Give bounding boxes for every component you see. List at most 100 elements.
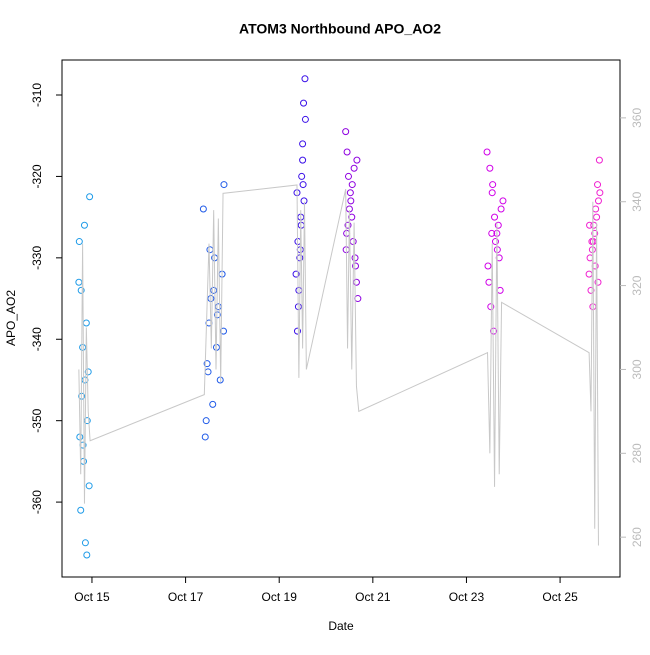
x-tick-label: Oct 23 xyxy=(449,590,485,604)
y-tick-label: -330 xyxy=(30,246,44,270)
point xyxy=(298,172,306,180)
point xyxy=(487,303,495,311)
point xyxy=(85,482,93,490)
point xyxy=(299,156,307,164)
point xyxy=(497,205,505,213)
x-tick-label: Oct 15 xyxy=(74,590,110,604)
point xyxy=(352,278,360,286)
y2-tick-label: 300 xyxy=(630,359,644,379)
point xyxy=(77,506,85,514)
point xyxy=(488,189,496,197)
point xyxy=(587,286,595,294)
point xyxy=(485,278,493,286)
point xyxy=(496,286,504,294)
y-tick-label: -350 xyxy=(30,408,44,432)
point xyxy=(292,270,300,278)
point xyxy=(203,360,211,368)
point xyxy=(342,128,350,136)
x-tick-label: Oct 19 xyxy=(262,590,298,604)
point xyxy=(213,311,221,319)
point xyxy=(483,148,491,156)
point xyxy=(491,213,499,221)
point xyxy=(346,189,354,197)
point xyxy=(593,213,601,221)
point xyxy=(214,303,222,311)
point xyxy=(586,221,594,229)
point xyxy=(299,181,307,189)
point xyxy=(595,156,603,164)
point xyxy=(220,327,228,335)
point xyxy=(348,181,356,189)
point xyxy=(589,303,597,311)
y-tick-label: -320 xyxy=(30,164,44,188)
y-axis-label: APO_AO2 xyxy=(4,290,18,346)
point xyxy=(79,343,87,351)
point xyxy=(352,262,360,270)
point xyxy=(209,400,217,408)
point xyxy=(347,197,355,205)
point xyxy=(83,551,91,559)
point xyxy=(490,327,498,335)
point xyxy=(350,164,358,172)
point xyxy=(84,368,92,376)
point xyxy=(354,295,362,303)
point xyxy=(349,238,357,246)
point xyxy=(344,221,352,229)
point xyxy=(202,417,210,425)
point xyxy=(293,327,301,335)
point xyxy=(75,238,83,246)
y-tick-label: -340 xyxy=(30,327,44,351)
point xyxy=(301,115,309,123)
point xyxy=(484,262,492,270)
plot-frame xyxy=(61,59,621,578)
point xyxy=(75,278,83,286)
point xyxy=(596,189,604,197)
y2-tick-label: 320 xyxy=(630,275,644,295)
point xyxy=(77,286,85,294)
point xyxy=(82,319,90,327)
point xyxy=(591,229,599,237)
x-axis-label: Date xyxy=(328,619,354,633)
y2-tick-label: 340 xyxy=(630,191,644,211)
point xyxy=(207,295,215,303)
point xyxy=(343,148,351,156)
x-tick-label: Oct 25 xyxy=(542,590,578,604)
point xyxy=(486,164,494,172)
y-tick-label: -360 xyxy=(30,490,44,514)
point xyxy=(489,181,497,189)
point xyxy=(295,286,303,294)
point xyxy=(344,172,352,180)
point xyxy=(199,205,207,213)
secondary-line xyxy=(78,184,599,546)
point xyxy=(86,193,94,201)
point xyxy=(201,433,209,441)
point xyxy=(585,270,593,278)
point xyxy=(592,205,600,213)
point xyxy=(210,286,218,294)
point xyxy=(348,213,356,221)
point xyxy=(499,197,507,205)
point xyxy=(594,197,602,205)
point xyxy=(494,221,502,229)
point xyxy=(488,229,496,237)
point xyxy=(220,181,228,189)
y2-tick-label: 280 xyxy=(630,443,644,463)
point xyxy=(299,140,307,148)
point xyxy=(353,156,361,164)
point xyxy=(594,181,602,189)
chart-title: ATOM3 Northbound APO_AO2 xyxy=(239,21,441,37)
point xyxy=(206,246,214,254)
y-tick-label: -310 xyxy=(30,83,44,107)
x-tick-label: Oct 17 xyxy=(168,590,204,604)
y2-tick-label: 360 xyxy=(630,108,644,128)
point xyxy=(594,278,602,286)
point xyxy=(204,368,212,376)
point xyxy=(80,221,88,229)
point xyxy=(491,238,499,246)
point xyxy=(80,457,88,465)
x-tick-label: Oct 21 xyxy=(355,590,391,604)
point xyxy=(301,75,309,83)
point xyxy=(300,99,308,107)
y2-tick-label: 260 xyxy=(630,527,644,547)
